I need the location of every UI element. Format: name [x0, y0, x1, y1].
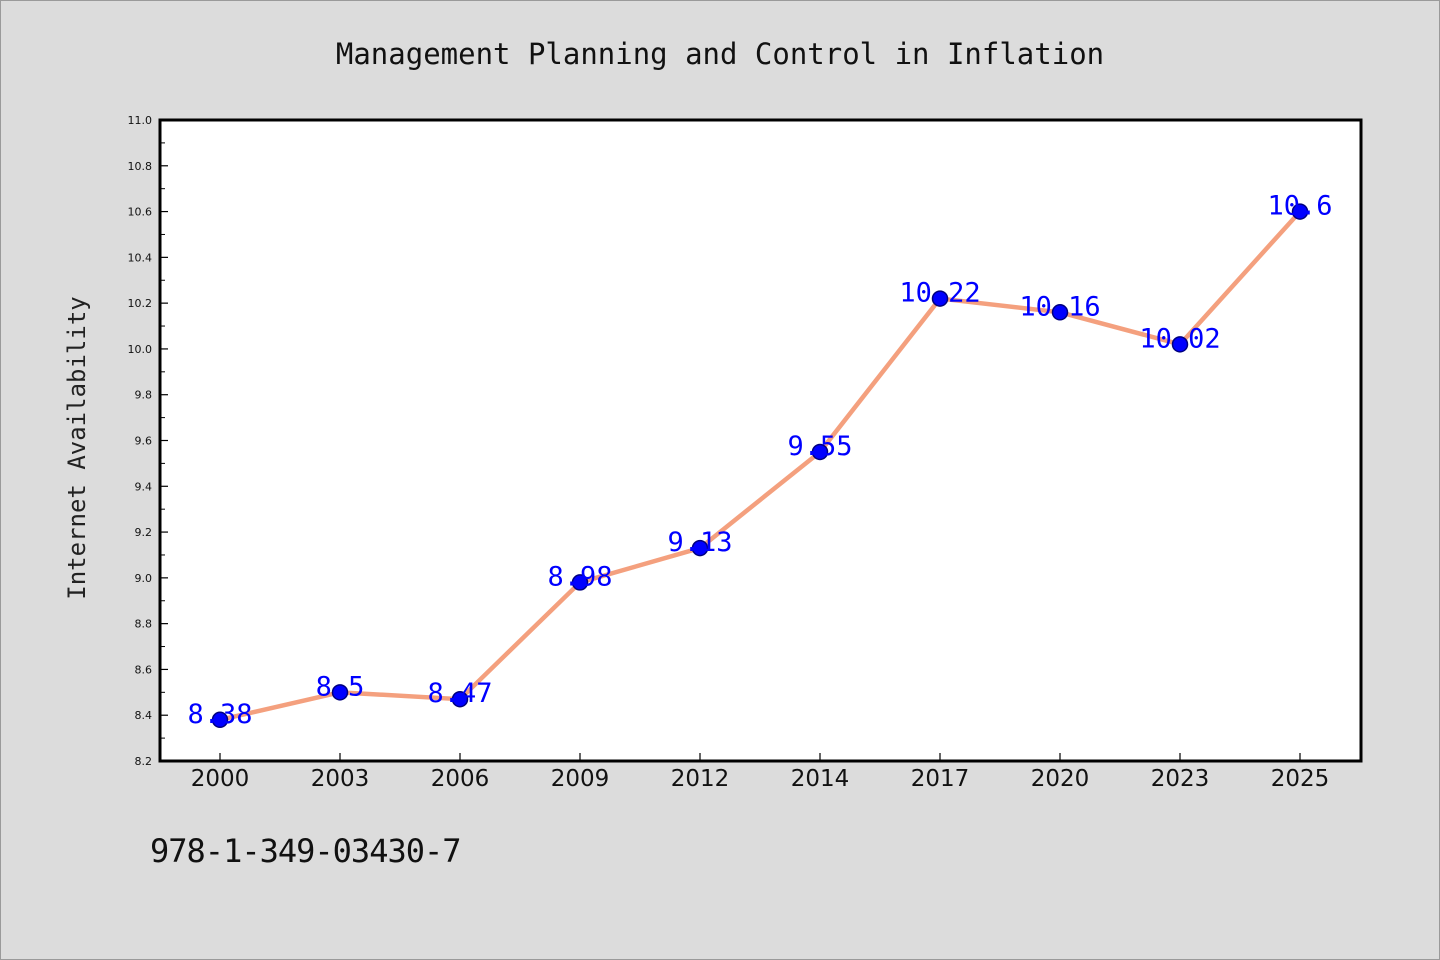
data-point: [451, 690, 469, 708]
data-label: 8.47: [427, 678, 492, 709]
x-tick-label: 2009: [551, 766, 610, 792]
y-tick-label: 9.6: [135, 435, 153, 448]
y-tick-label: 10.2: [128, 297, 153, 310]
series-polyline: [217, 209, 1303, 723]
y-tick-label: 8.2: [135, 755, 153, 768]
data-point: [811, 443, 829, 461]
y-tick-label: 8.8: [135, 618, 153, 631]
x-tick-label: 2006: [431, 766, 490, 792]
y-tick-label: 10.6: [128, 206, 153, 219]
x-tick-label: 2003: [311, 766, 370, 792]
plot-area: [160, 120, 1361, 761]
data-label: 8.38: [187, 699, 252, 730]
data-label: 10.22: [899, 278, 980, 309]
data-point: [571, 574, 589, 591]
data-label: 9.13: [667, 527, 732, 558]
data-point: [1291, 203, 1309, 220]
data-labels: 8.38 8.5 8.47 8.98 9.13 9.55 10.22 10.16 10.02 10…: [187, 191, 1332, 730]
data-point: [1051, 304, 1069, 321]
data-label: 10.6: [1267, 191, 1332, 222]
y-axis: 8.2 8.4 8.6 8.8 9.0 9.2 9.4 9.6 9.8 10.0 10.2 10.4 1…: [128, 114, 168, 768]
series-line: [217, 209, 1303, 723]
x-tick-label: 2000: [191, 766, 250, 792]
y-tick-label: 8.6: [135, 663, 153, 676]
data-point: [1171, 336, 1189, 353]
data-label: 8.5: [316, 671, 365, 702]
y-tick-label: 9.0: [135, 572, 153, 585]
data-label: 10.02: [1139, 323, 1220, 354]
data-point: [331, 684, 349, 701]
y-tick-label: 10.0: [128, 343, 153, 356]
data-point: [691, 539, 709, 557]
y-tick-label: 9.4: [135, 480, 153, 493]
y-tick-label: 9.8: [135, 389, 153, 402]
y-tick-label: 11.0: [128, 114, 153, 127]
x-tick-label: 2012: [671, 766, 730, 792]
series-markers: [211, 203, 1309, 729]
data-point: [211, 711, 229, 729]
x-tick-label: 2017: [911, 766, 970, 792]
data-point: [931, 290, 949, 307]
x-tick-label: 2023: [1151, 766, 1210, 792]
x-tick-label: 2020: [1031, 766, 1090, 792]
plot-border: [158, 118, 1363, 763]
data-label: 8.98: [547, 561, 612, 592]
x-tick-label: 2014: [791, 766, 850, 792]
y-tick-label: 9.2: [135, 526, 153, 539]
y-tick-label: 10.8: [128, 160, 153, 173]
chart-title: Management Planning and Control in Infla…: [336, 37, 1104, 71]
data-label: 9.55: [787, 431, 852, 462]
y-axis-label: Internet Availability: [63, 296, 91, 599]
isbn-text: 978-1-349-03430-7: [150, 832, 462, 870]
y-tick-label: 10.4: [128, 251, 153, 264]
x-axis: 2000 2003 2006 2009 2012 2014 2017 2020 2023 2025: [191, 753, 1330, 792]
y-tick-label: 8.4: [135, 709, 153, 722]
data-label: 10.16: [1019, 291, 1100, 322]
x-tick-label: 2025: [1271, 766, 1330, 792]
